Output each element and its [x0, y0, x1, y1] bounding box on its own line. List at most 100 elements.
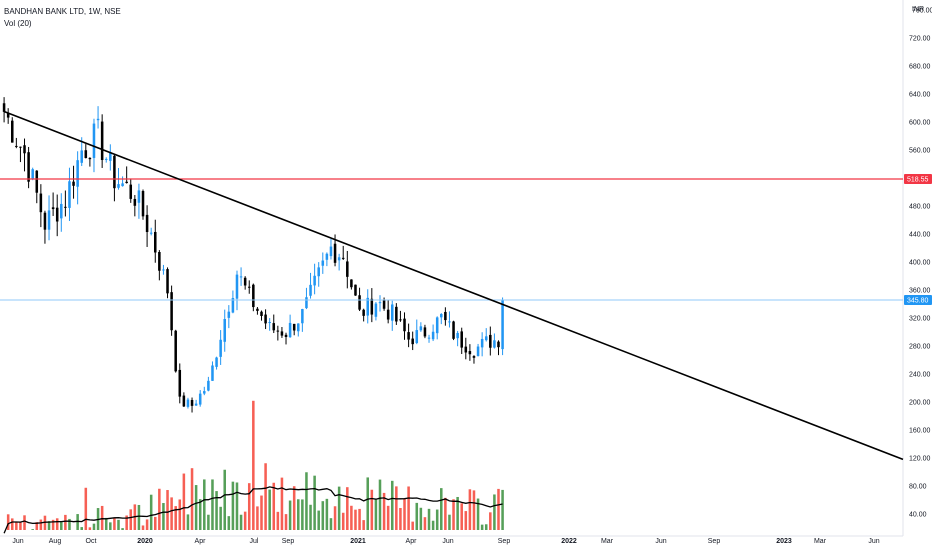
candle-body — [403, 318, 406, 332]
volume-bar — [276, 511, 280, 530]
volume-bar — [117, 519, 120, 530]
volume-bar — [423, 517, 427, 530]
volume-bar — [256, 506, 259, 530]
candle-body — [198, 393, 202, 405]
price-axis-area — [903, 0, 932, 550]
candle-body — [39, 193, 43, 213]
candle-body — [301, 309, 304, 324]
volume-bar — [305, 472, 308, 530]
candle-body — [337, 257, 341, 261]
candle-body — [223, 319, 226, 342]
candle-body — [333, 243, 337, 263]
volume-bar — [448, 514, 451, 530]
y-tick-label: 720.00 — [909, 36, 931, 43]
candle-body — [399, 319, 402, 321]
candle-body — [484, 336, 488, 341]
candle-body — [464, 346, 468, 353]
candle-body — [374, 303, 378, 317]
x-tick-label: 2023 — [776, 538, 792, 545]
volume-bar — [76, 514, 79, 530]
volume-bar — [403, 498, 406, 530]
x-tick-label: Sep — [708, 538, 721, 545]
volume-bar — [362, 520, 365, 530]
candle-body — [174, 330, 177, 372]
candle-body — [493, 340, 496, 348]
candle-body — [239, 276, 243, 278]
volume-bar — [207, 514, 210, 530]
volume-bar — [231, 481, 235, 530]
candle-body — [419, 326, 423, 331]
volume-bar — [104, 517, 108, 530]
candle-body — [395, 306, 398, 322]
y-tick-label: 280.00 — [909, 344, 931, 351]
candle-body — [407, 332, 410, 340]
candle-body — [386, 309, 390, 320]
candle-body — [354, 284, 357, 296]
volume-bar — [137, 504, 141, 530]
x-tick-label: Jul — [250, 538, 259, 545]
candle-body — [186, 399, 190, 407]
candle-body — [133, 198, 137, 206]
y-tick-label: 160.00 — [909, 428, 931, 435]
candle-body — [431, 331, 435, 340]
candle-body — [84, 150, 88, 159]
y-tick-label: 240.00 — [909, 372, 931, 379]
y-tick-label: 120.00 — [909, 456, 931, 463]
volume-bar — [39, 519, 43, 530]
candle-body — [207, 380, 210, 391]
volume-bar — [260, 495, 263, 530]
volume-bar — [51, 519, 55, 530]
volume-bar — [162, 503, 165, 530]
candle-body — [276, 330, 280, 332]
candle-body — [288, 322, 292, 338]
volume-bar — [80, 527, 83, 530]
candle-body — [23, 145, 26, 154]
x-tick-label: Mar — [814, 538, 827, 545]
volume-bar — [92, 523, 96, 530]
volume-bar — [158, 488, 161, 530]
volume-bar — [390, 480, 394, 530]
volume-bar — [31, 529, 34, 530]
candle-body — [411, 338, 414, 345]
candle-body — [284, 334, 288, 337]
volume-bar — [386, 505, 390, 530]
candle-body — [104, 158, 108, 160]
candle-body — [235, 274, 239, 299]
candle-body — [194, 403, 198, 406]
volume-bar — [395, 486, 398, 530]
resistance-tag-label: 518.55 — [907, 177, 929, 184]
volume-bar — [346, 487, 349, 530]
candle-body — [227, 311, 231, 318]
x-tick-label: Jun — [12, 538, 23, 545]
volume-bar — [264, 463, 267, 530]
current-price-tag — [904, 294, 932, 305]
candle-body — [96, 118, 100, 121]
candle-body — [476, 346, 480, 357]
volume-bar — [309, 504, 312, 530]
candle-body — [51, 207, 55, 210]
volume-bar — [47, 521, 51, 530]
candle-body — [297, 323, 300, 332]
y-tick-label: 480.00 — [909, 204, 931, 211]
candle-body — [145, 214, 149, 233]
candle-body — [252, 284, 255, 308]
x-tick-label: Apr — [195, 538, 207, 545]
candle-body — [68, 181, 71, 208]
volume-bar — [182, 473, 186, 530]
volume-bar — [337, 486, 341, 530]
trendline — [3, 110, 904, 461]
volume-bar — [407, 486, 410, 530]
volume-bar — [109, 522, 112, 530]
candle-body — [203, 391, 206, 394]
volume-bar — [464, 511, 468, 530]
currency-label: INR — [912, 6, 924, 13]
x-tick-label: Apr — [406, 538, 418, 545]
candle-body — [272, 323, 276, 331]
candle-body — [456, 332, 459, 339]
x-tick-label: Aug — [49, 538, 62, 545]
candle-body — [256, 308, 259, 311]
volume-bar — [88, 527, 92, 530]
x-tick-label: Jun — [442, 538, 453, 545]
y-tick-label: 360.00 — [909, 288, 931, 295]
